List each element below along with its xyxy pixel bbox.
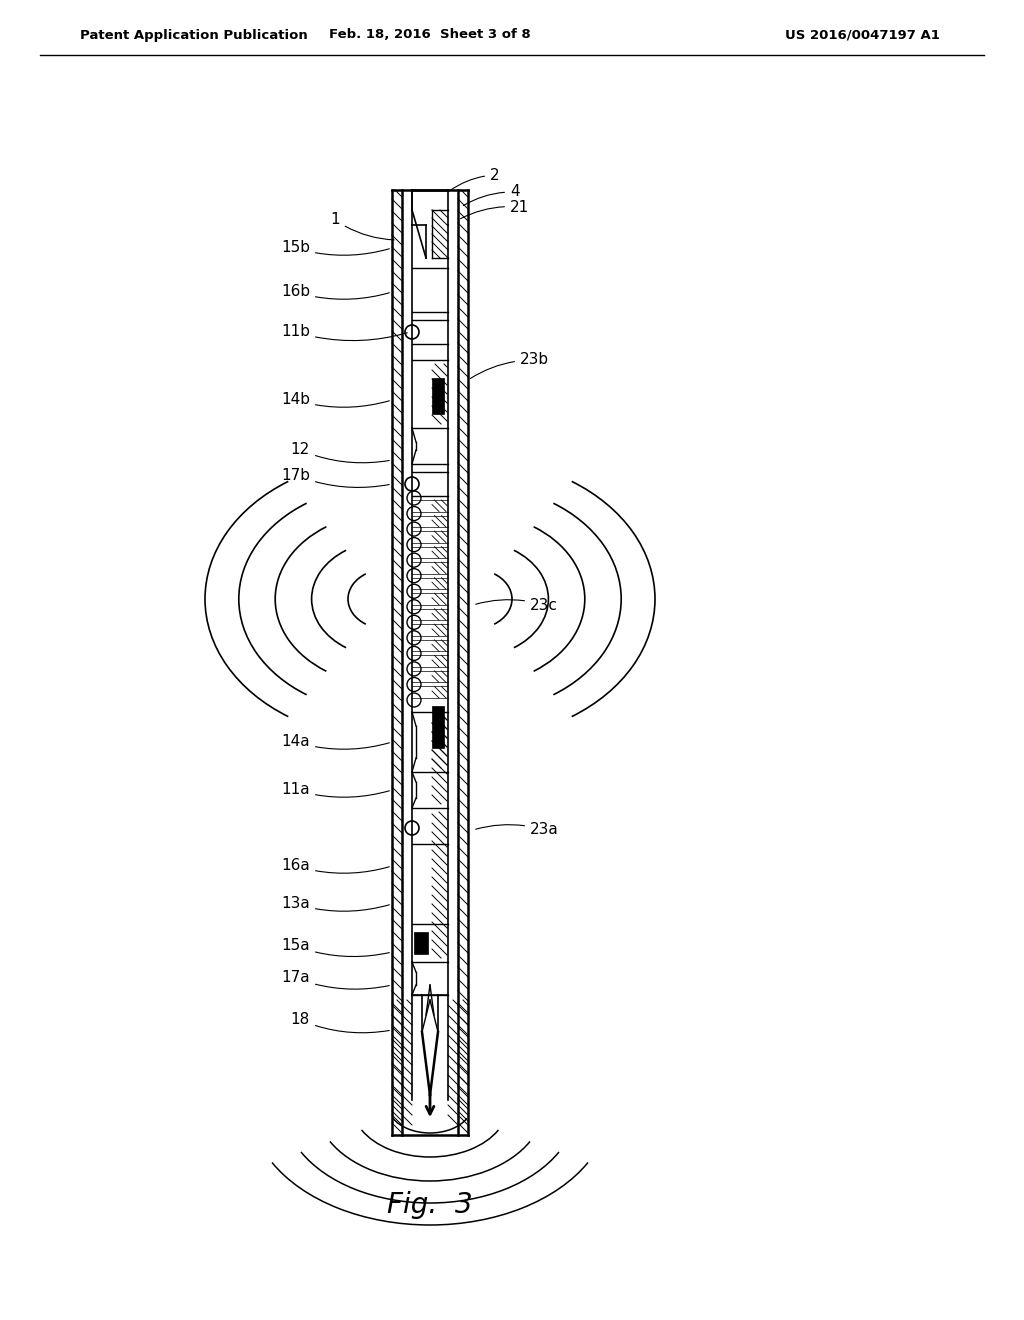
Text: Patent Application Publication: Patent Application Publication [80,29,308,41]
Text: 4: 4 [464,185,519,206]
Text: 14b: 14b [281,392,389,408]
Text: 1: 1 [331,213,394,240]
Bar [414,932,428,954]
Text: 11a: 11a [282,783,389,797]
Text: US 2016/0047197 A1: US 2016/0047197 A1 [785,29,940,41]
Text: 16b: 16b [281,285,389,300]
Text: 11b: 11b [281,325,408,341]
Text: 21: 21 [461,199,529,219]
Text: 2: 2 [451,168,500,190]
Text: 23c: 23c [476,598,558,612]
Text: 23a: 23a [476,822,559,837]
Text: 15a: 15a [282,939,389,957]
Text: 18: 18 [291,1012,389,1032]
Text: 14a: 14a [282,734,389,750]
Bar [432,706,444,748]
Text: 17b: 17b [281,467,389,487]
Text: 13a: 13a [282,896,389,912]
Bar [432,378,444,414]
Text: 16a: 16a [282,858,389,874]
Text: 17a: 17a [282,970,389,989]
Text: Fig.  3: Fig. 3 [387,1191,473,1218]
Text: 12: 12 [291,442,389,463]
Text: Feb. 18, 2016  Sheet 3 of 8: Feb. 18, 2016 Sheet 3 of 8 [329,29,530,41]
Text: 15b: 15b [281,240,389,256]
Text: 23b: 23b [470,352,549,379]
